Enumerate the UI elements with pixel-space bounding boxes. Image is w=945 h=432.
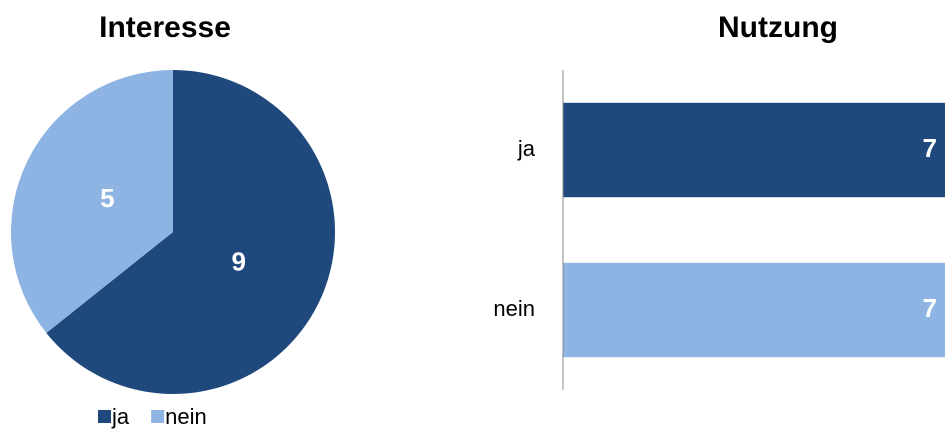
legend-swatch: [98, 410, 111, 423]
data-label: 7: [923, 293, 937, 323]
data-label: 7: [923, 133, 937, 163]
legend-swatch: [151, 410, 165, 423]
y-tick-label: ja: [517, 136, 536, 161]
chart-title: Nutzung: [718, 11, 838, 44]
data-label: 9: [231, 247, 245, 277]
pie-slice: [11, 70, 173, 334]
pie-slice: [46, 70, 336, 395]
legend-label: nein: [165, 404, 207, 429]
chart-title: Interesse: [99, 11, 231, 44]
data-label: 5: [100, 183, 114, 213]
legend-label: ja: [111, 404, 130, 429]
y-tick-label: nein: [493, 296, 535, 321]
bar: [563, 102, 945, 198]
bar: [563, 262, 945, 358]
